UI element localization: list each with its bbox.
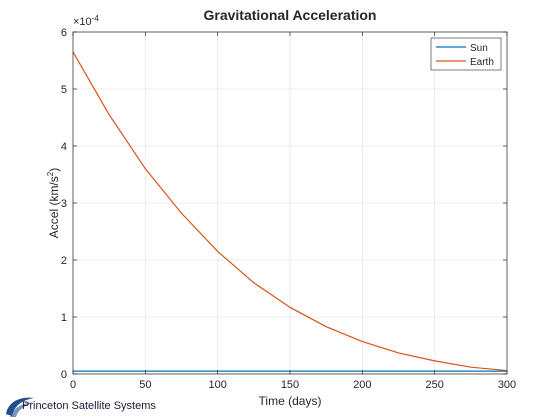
logo-swoosh-icon (6, 397, 34, 417)
y-tick-label: 5 (61, 84, 67, 96)
y-tick-label: 6 (61, 27, 67, 39)
y-tick-label: 3 (61, 198, 67, 210)
ticks: 0 50 100 150 200 250 300 0 1 2 3 4 5 6 (61, 27, 516, 391)
y-tick-label: 4 (61, 141, 67, 153)
logo: Princeton Satellite Systems (4, 392, 164, 418)
x-tick-label: 50 (139, 379, 151, 391)
chart-title: Gravitational Acceleration (204, 7, 377, 23)
x-tick-label: 300 (498, 379, 516, 391)
x-tick-label: 0 (70, 379, 76, 391)
x-tick-label: 200 (353, 379, 371, 391)
y-tick-label: 1 (61, 312, 67, 324)
legend-label-earth: Earth (470, 57, 494, 68)
y-axis-label: Accel (km/s2) (46, 168, 61, 238)
x-tick-label: 150 (281, 379, 299, 391)
y-tick-label: 2 (61, 255, 67, 267)
y-exponent: ×10-4 (73, 14, 99, 28)
legend: Sun Earth (430, 37, 502, 71)
x-tick-label: 100 (208, 379, 226, 391)
logo-text: Princeton Satellite Systems (22, 400, 156, 412)
legend-box (430, 37, 502, 71)
x-tick-label: 250 (425, 379, 443, 391)
y-tick-label: 0 (61, 369, 67, 381)
series-line-earth (72, 51, 508, 372)
x-axis-label: Time (days) (259, 394, 322, 408)
legend-label-sun: Sun (470, 43, 488, 54)
